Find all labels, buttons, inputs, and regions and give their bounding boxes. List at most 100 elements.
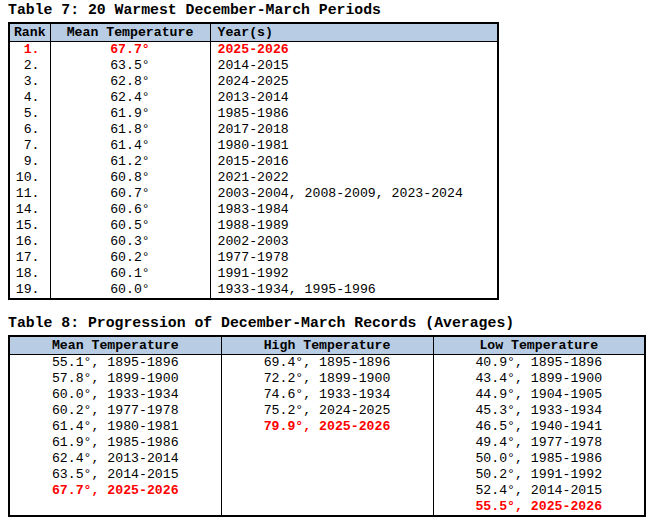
table7-row: 5.61.9°1985-1986 [9, 106, 498, 122]
table8-header-row: Mean Temperature High Temperature Low Te… [9, 336, 645, 355]
table7-row: 3.62.8°2024-2025 [9, 74, 498, 90]
table7-header-rank: Rank [9, 23, 50, 42]
table7-row: 7.61.4°1980-1981 [9, 138, 498, 154]
years-cell: 1991-1992 [210, 266, 498, 282]
mean-temp-cell: 60.2° [50, 250, 210, 266]
low-record-cell: 46.5°, 1940-1941 [433, 419, 645, 435]
table8-row: 63.5°, 2014-201550.2°, 1991-1992 [9, 467, 645, 483]
mean-temp-cell: 60.1° [50, 266, 210, 282]
table8-row: 57.8°, 1899-190072.2°, 1899-190043.4°, 1… [9, 371, 645, 387]
low-record-cell: 49.4°, 1977-1978 [433, 435, 645, 451]
mean-record-cell [9, 499, 221, 516]
years-cell: 1985-1986 [210, 106, 498, 122]
rank-cell: 2. [9, 58, 50, 74]
mean-temp-cell: 61.2° [50, 154, 210, 170]
high-record-cell [221, 467, 433, 483]
table8-row: 55.5°, 2025-2026 [9, 499, 645, 516]
table7-row: 11.60.7°2003-2004, 2008-2009, 2023-2024 [9, 186, 498, 202]
table8-header-high: High Temperature [221, 336, 433, 355]
years-cell: 2002-2003 [210, 234, 498, 250]
years-cell: 1983-1984 [210, 202, 498, 218]
low-record-cell: 55.5°, 2025-2026 [433, 499, 645, 516]
mean-record-cell: 55.1°, 1895-1896 [9, 355, 221, 372]
mean-record-cell: 57.8°, 1899-1900 [9, 371, 221, 387]
years-cell: 2025-2026 [210, 42, 498, 59]
table8-row: 61.9°, 1985-1986 49.4°, 1977-1978 [9, 435, 645, 451]
table8-row: 60.2°, 1977-197875.2°, 2024-202545.3°, 1… [9, 403, 645, 419]
table8-row: 61.4°, 1980-198179.9°, 2025-202646.5°, 1… [9, 419, 645, 435]
years-cell: 1980-1981 [210, 138, 498, 154]
low-record-cell: 50.0°, 1985-1986 [433, 451, 645, 467]
table7-title: Table 7: 20 Warmest December-March Perio… [8, 2, 652, 19]
table7-row: 10.60.8°2021-2022 [9, 170, 498, 186]
high-record-cell [221, 499, 433, 516]
high-record-cell: 69.4°, 1895-1896 [221, 355, 433, 372]
rank-cell: 15. [9, 218, 50, 234]
mean-record-cell: 61.9°, 1985-1986 [9, 435, 221, 451]
table8-header-low: Low Temperature [433, 336, 645, 355]
table8-header-mean: Mean Temperature [9, 336, 221, 355]
high-record-cell: 74.6°, 1933-1934 [221, 387, 433, 403]
table7-header-temp: Mean Temperature [50, 23, 210, 42]
low-record-cell: 40.9°, 1895-1896 [433, 355, 645, 372]
rank-cell: 11. [9, 186, 50, 202]
table7-row: 15.60.5°1988-1989 [9, 218, 498, 234]
mean-temp-cell: 60.7° [50, 186, 210, 202]
rank-cell: 7. [9, 138, 50, 154]
years-cell: 2017-2018 [210, 122, 498, 138]
table7-row: 17.60.2°1977-1978 [9, 250, 498, 266]
high-record-cell: 79.9°, 2025-2026 [221, 419, 433, 435]
mean-record-cell: 61.4°, 1980-1981 [9, 419, 221, 435]
table8-row: 55.1°, 1895-189669.4°, 1895-189640.9°, 1… [9, 355, 645, 372]
table7-row: 14.60.6°1983-1984 [9, 202, 498, 218]
table7-header-years: Year(s) [210, 23, 498, 42]
rank-cell: 17. [9, 250, 50, 266]
mean-record-cell: 67.7°, 2025-2026 [9, 483, 221, 499]
table7-body: 1.67.7°2025-20262.63.5°2014-20153.62.8°2… [9, 42, 498, 300]
table8-body: 55.1°, 1895-189669.4°, 1895-189640.9°, 1… [9, 355, 645, 517]
mean-temp-cell: 60.8° [50, 170, 210, 186]
table7-row: 18.60.1°1991-1992 [9, 266, 498, 282]
table7-row: 6.61.8°2017-2018 [9, 122, 498, 138]
low-record-cell: 52.4°, 2014-2015 [433, 483, 645, 499]
high-record-cell [221, 451, 433, 467]
years-cell: 1977-1978 [210, 250, 498, 266]
mean-temp-cell: 61.8° [50, 122, 210, 138]
table7-row: 1.67.7°2025-2026 [9, 42, 498, 59]
rank-cell: 6. [9, 122, 50, 138]
rank-cell: 19. [9, 282, 50, 299]
years-cell: 2021-2022 [210, 170, 498, 186]
table7-row: 16.60.3°2002-2003 [9, 234, 498, 250]
years-cell: 1933-1934, 1995-1996 [210, 282, 498, 299]
rank-cell: 3. [9, 74, 50, 90]
mean-record-cell: 62.4°, 2013-2014 [9, 451, 221, 467]
years-cell: 2014-2015 [210, 58, 498, 74]
mean-temp-cell: 60.5° [50, 218, 210, 234]
mean-temp-cell: 61.4° [50, 138, 210, 154]
years-cell: 2024-2025 [210, 74, 498, 90]
rank-cell: 14. [9, 202, 50, 218]
mean-record-cell: 60.0°, 1933-1934 [9, 387, 221, 403]
mean-temp-cell: 60.3° [50, 234, 210, 250]
mean-record-cell: 63.5°, 2014-2015 [9, 467, 221, 483]
years-cell: 2003-2004, 2008-2009, 2023-2024 [210, 186, 498, 202]
low-record-cell: 44.9°, 1904-1905 [433, 387, 645, 403]
years-cell: 2013-2014 [210, 90, 498, 106]
rank-cell: 9. [9, 154, 50, 170]
high-record-cell [221, 435, 433, 451]
rank-cell: 1. [9, 42, 50, 59]
table7-row: 2.63.5°2014-2015 [9, 58, 498, 74]
table7-row: 9.61.2°2015-2016 [9, 154, 498, 170]
mean-temp-cell: 63.5° [50, 58, 210, 74]
table8-row: 67.7°, 2025-2026 52.4°, 2014-2015 [9, 483, 645, 499]
rank-cell: 5. [9, 106, 50, 122]
mean-record-cell: 60.2°, 1977-1978 [9, 403, 221, 419]
table7-row: 19.60.0°1933-1934, 1995-1996 [9, 282, 498, 299]
rank-cell: 10. [9, 170, 50, 186]
mean-temp-cell: 60.6° [50, 202, 210, 218]
page: Table 7: 20 Warmest December-March Perio… [0, 0, 652, 517]
table8: Mean Temperature High Temperature Low Te… [8, 335, 646, 517]
mean-temp-cell: 67.7° [50, 42, 210, 59]
table7-header-row: Rank Mean Temperature Year(s) [9, 23, 498, 42]
high-record-cell: 75.2°, 2024-2025 [221, 403, 433, 419]
